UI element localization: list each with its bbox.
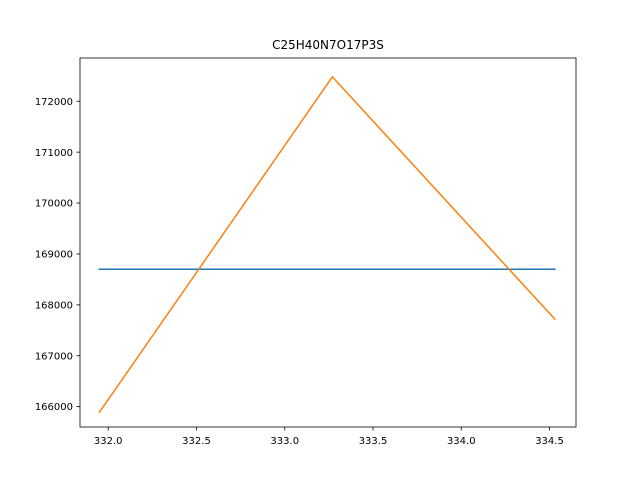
x-tick-label: 333.5 [359, 436, 388, 447]
x-tick-label: 333.0 [270, 436, 299, 447]
x-tick-label: 334.5 [535, 436, 564, 447]
y-tick-label: 170000 [35, 199, 73, 210]
plot-background [80, 58, 576, 427]
chart-title: C25H40N7O17P3S [272, 38, 384, 52]
y-tick-label: 168000 [35, 300, 73, 311]
y-tick-label: 172000 [35, 97, 73, 108]
plot-area [80, 58, 576, 427]
axes-frame [79, 57, 577, 428]
y-tick-label: 167000 [35, 351, 73, 362]
x-tick-label: 334.0 [447, 436, 476, 447]
x-tick-label: 332.0 [94, 436, 123, 447]
x-tick-label: 332.5 [182, 436, 211, 447]
y-tick-label: 169000 [35, 250, 73, 261]
y-tick-label: 171000 [35, 148, 73, 159]
series-line-2 [98, 76, 556, 414]
y-tick-label: 166000 [35, 402, 73, 413]
axes-layer: 332.0 332.5 333.0 333.5 334.0 334.5 166000 1670… [35, 57, 577, 447]
series-layer [98, 76, 556, 414]
